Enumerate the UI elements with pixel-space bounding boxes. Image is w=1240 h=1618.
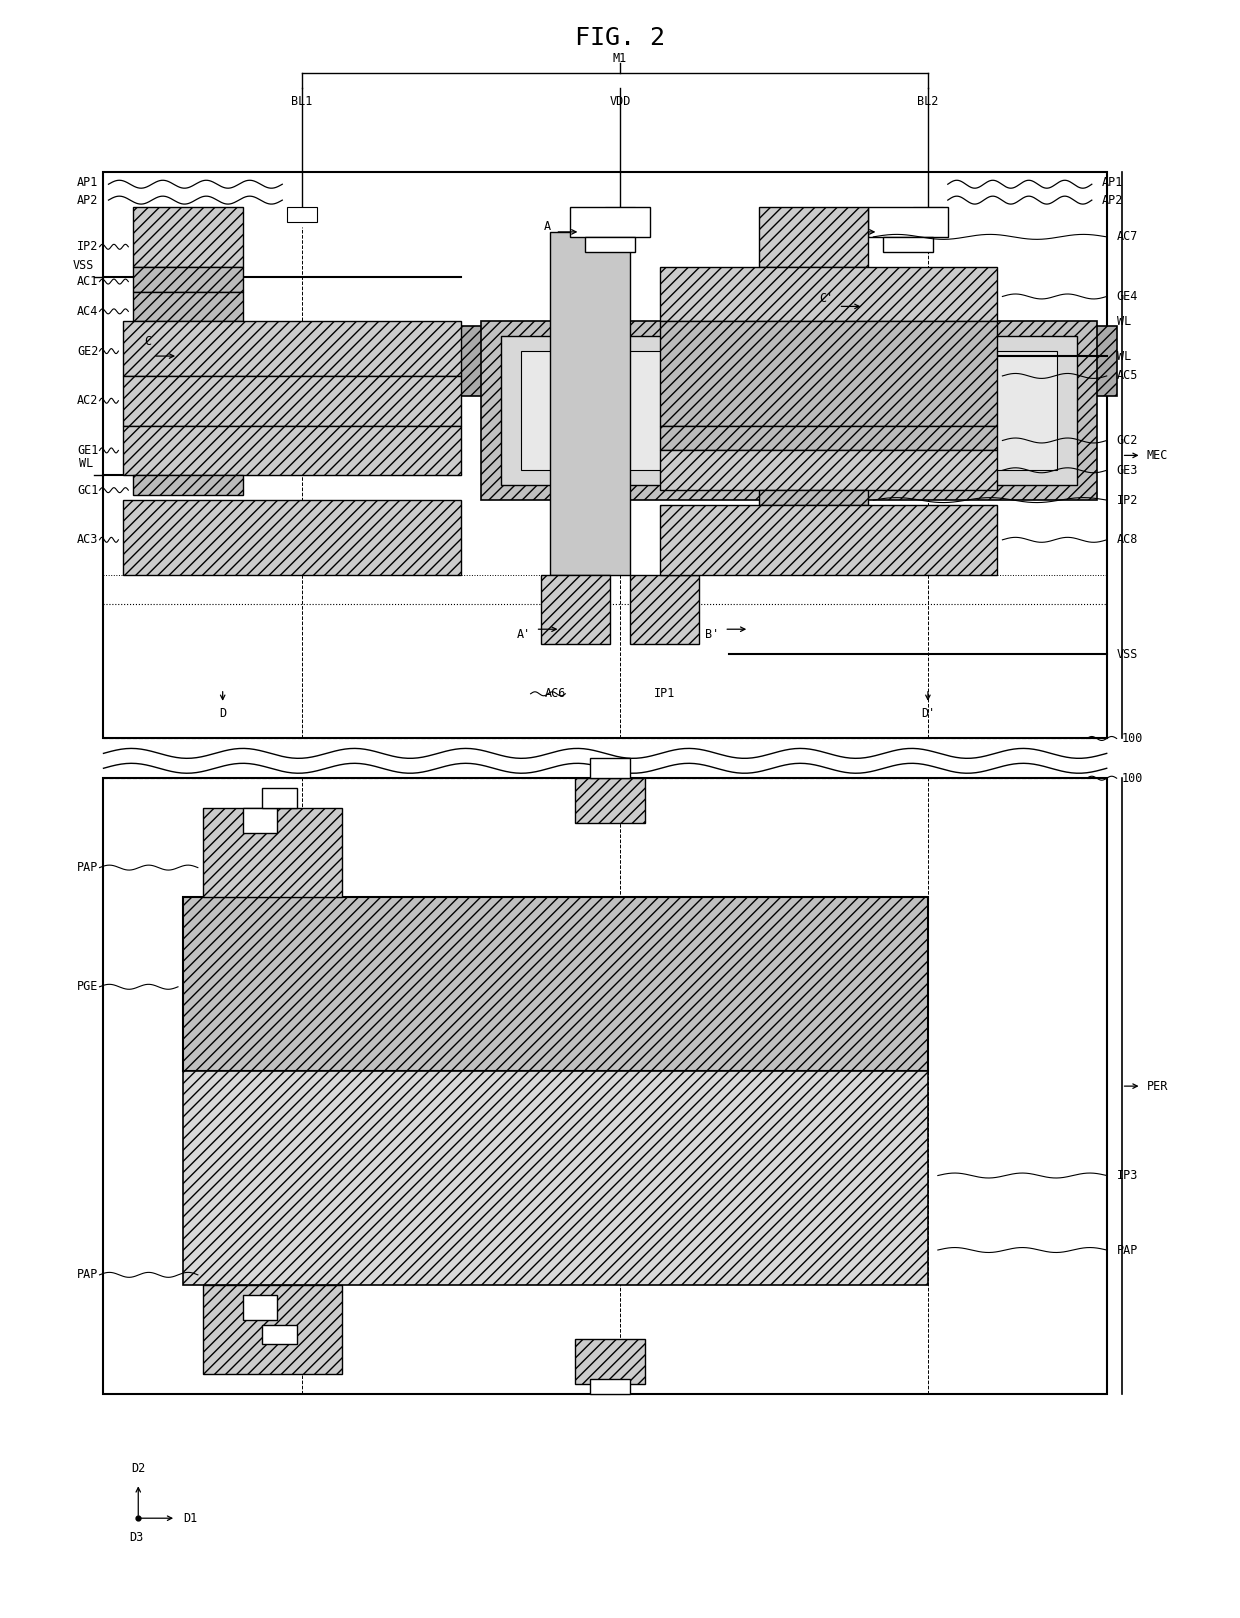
- Text: AC1: AC1: [77, 275, 98, 288]
- Text: BL1: BL1: [291, 95, 312, 108]
- Bar: [759, 490, 868, 505]
- Bar: [605, 207, 635, 222]
- Bar: [184, 898, 928, 1071]
- Text: GE4: GE4: [1117, 290, 1138, 303]
- Text: E': E': [575, 1362, 590, 1375]
- Bar: [133, 267, 243, 291]
- Text: E: E: [583, 796, 590, 809]
- Bar: [461, 327, 1117, 396]
- Text: AC2: AC2: [77, 395, 98, 408]
- Bar: [660, 505, 997, 574]
- Text: MEC: MEC: [1147, 448, 1168, 461]
- Text: AP1: AP1: [77, 176, 98, 189]
- Bar: [590, 759, 630, 778]
- Text: M1: M1: [613, 52, 627, 65]
- Text: AP2: AP2: [1102, 194, 1123, 207]
- Text: D1: D1: [184, 1511, 197, 1524]
- Text: GC2: GC2: [1117, 434, 1138, 447]
- Bar: [123, 500, 461, 574]
- Bar: [263, 788, 298, 807]
- Text: 100: 100: [1122, 731, 1143, 744]
- Bar: [570, 207, 650, 236]
- Text: AC4: AC4: [77, 304, 98, 317]
- Bar: [133, 207, 243, 267]
- Bar: [133, 476, 243, 495]
- Text: D: D: [219, 707, 226, 720]
- Text: C: C: [145, 335, 151, 348]
- Bar: [575, 1340, 645, 1383]
- Bar: [263, 1325, 298, 1345]
- Text: C': C': [820, 291, 833, 304]
- Bar: [883, 236, 932, 252]
- Text: PGE: PGE: [77, 981, 98, 993]
- Bar: [590, 1379, 630, 1395]
- Text: GE1: GE1: [77, 443, 98, 456]
- Text: D': D': [921, 707, 935, 720]
- Bar: [243, 1294, 278, 1320]
- Text: D2: D2: [131, 1463, 145, 1476]
- Text: PAP: PAP: [77, 861, 98, 874]
- Bar: [913, 207, 942, 222]
- Text: WL: WL: [1117, 349, 1131, 362]
- Text: AC6: AC6: [544, 688, 567, 701]
- Text: BL2: BL2: [918, 95, 939, 108]
- Text: B': B': [706, 628, 719, 641]
- Bar: [123, 426, 461, 476]
- Bar: [184, 1071, 928, 1285]
- Bar: [759, 207, 868, 267]
- Text: AP1: AP1: [1102, 176, 1123, 189]
- Text: WL: WL: [79, 458, 93, 471]
- Text: VDD: VDD: [609, 95, 631, 108]
- Text: PER: PER: [1147, 1079, 1168, 1092]
- Bar: [521, 351, 1056, 471]
- Bar: [660, 267, 997, 322]
- Text: PAP: PAP: [1117, 1244, 1138, 1257]
- Text: IP3: IP3: [1117, 1170, 1138, 1183]
- Text: D3: D3: [129, 1531, 144, 1544]
- Bar: [288, 207, 317, 222]
- Text: GC1: GC1: [77, 484, 98, 497]
- Text: IP2: IP2: [1117, 493, 1138, 506]
- Text: 100: 100: [1122, 772, 1143, 785]
- Bar: [123, 322, 461, 375]
- Text: GE3: GE3: [1117, 464, 1138, 477]
- Text: AC8: AC8: [1117, 534, 1138, 547]
- Text: VSS: VSS: [72, 259, 93, 272]
- Bar: [203, 1285, 342, 1374]
- Bar: [551, 231, 630, 574]
- Bar: [481, 322, 1096, 500]
- Text: A: A: [543, 220, 551, 233]
- Bar: [660, 450, 997, 490]
- Bar: [501, 337, 1076, 485]
- Text: AC7: AC7: [1117, 230, 1138, 243]
- Text: IP2: IP2: [77, 241, 98, 254]
- Bar: [660, 322, 997, 426]
- Bar: [203, 807, 342, 898]
- Bar: [868, 207, 947, 236]
- Bar: [660, 426, 997, 450]
- Bar: [123, 375, 461, 426]
- Text: IP1: IP1: [653, 688, 676, 701]
- Bar: [243, 807, 278, 833]
- Text: GE2: GE2: [77, 345, 98, 358]
- Bar: [133, 291, 243, 322]
- Text: PAP: PAP: [77, 1269, 98, 1281]
- Text: A': A': [516, 628, 531, 641]
- Bar: [541, 574, 610, 644]
- Bar: [630, 574, 699, 644]
- Bar: [585, 236, 635, 252]
- Bar: [103, 778, 1107, 1395]
- Bar: [103, 172, 1107, 738]
- Text: AP2: AP2: [77, 194, 98, 207]
- Text: AC3: AC3: [77, 534, 98, 547]
- Text: FIG. 2: FIG. 2: [575, 26, 665, 50]
- Text: B: B: [841, 220, 848, 233]
- Text: VSS: VSS: [1117, 647, 1138, 660]
- Bar: [575, 778, 645, 824]
- Text: WL: WL: [1117, 316, 1131, 328]
- Text: AC5: AC5: [1117, 369, 1138, 382]
